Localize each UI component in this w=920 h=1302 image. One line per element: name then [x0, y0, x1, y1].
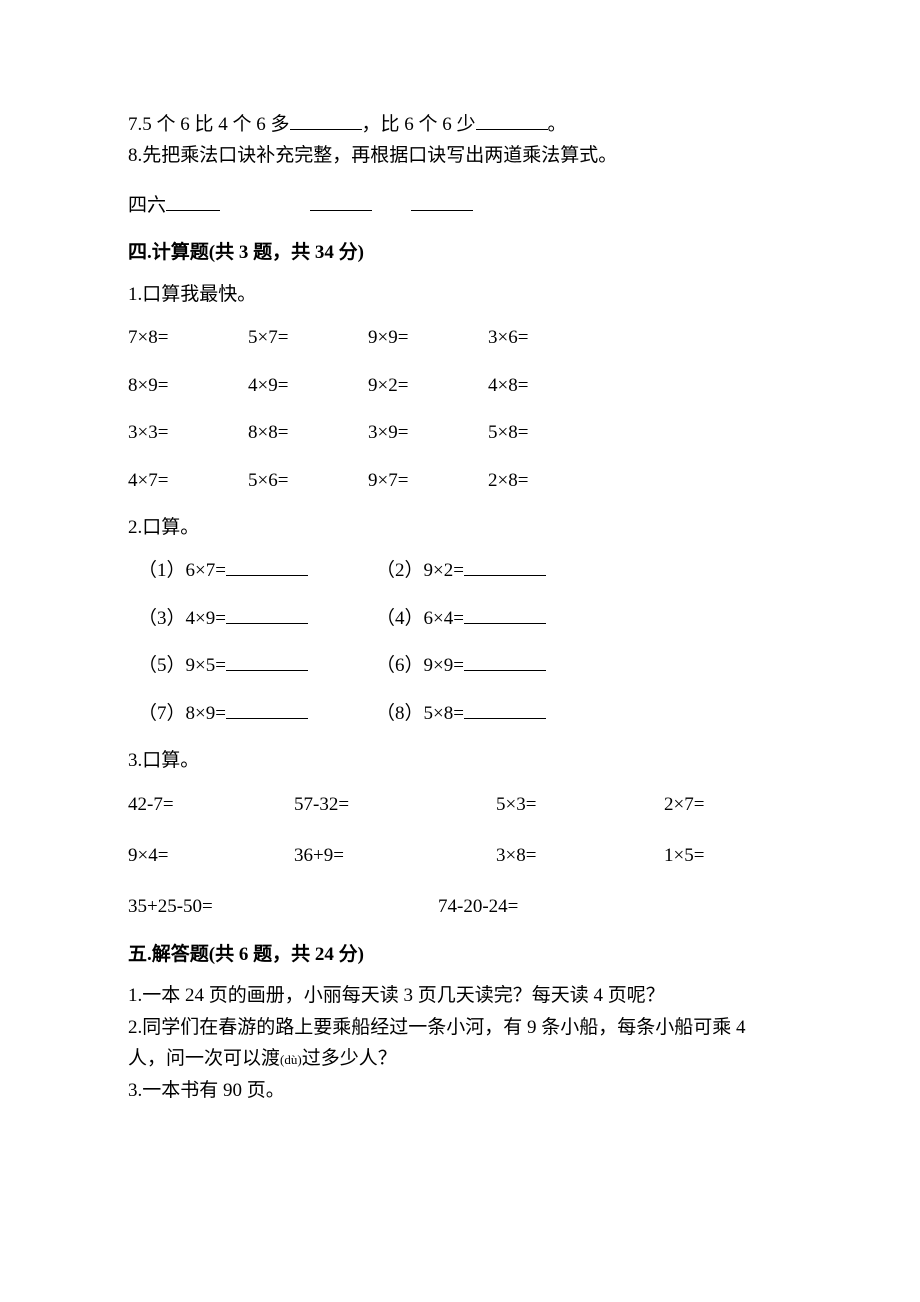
- calc2-blank-4[interactable]: [464, 605, 546, 624]
- section5-q1: 1.一本 24 页的画册，小丽每天读 3 页几天读完？每天读 4 页呢？: [128, 981, 792, 1010]
- calc1-r1c1: 7×8=: [128, 323, 248, 352]
- calc1-row-4: 4×7= 5×6= 9×7= 2×8=: [128, 466, 792, 495]
- section5-q3: 3.一本书有 90 页。: [128, 1076, 792, 1105]
- calc2-blank-3[interactable]: [226, 605, 308, 624]
- q7-text-b: ，比 6 个 6 少: [362, 114, 476, 135]
- calc1-row-2: 8×9= 4×9= 9×2= 4×8=: [128, 371, 792, 400]
- question-7: 7.5 个 6 比 4 个 6 多 ，比 6 个 6 少 。: [128, 110, 792, 139]
- calc3-r3a: 35+25-50=: [128, 892, 438, 921]
- calc2-r4-right: （8）5×8=: [368, 699, 546, 728]
- calc1-row-3: 3×3= 8×8= 3×9= 5×8=: [128, 418, 792, 447]
- section4-q1-title: 1.口算我最快。: [128, 280, 792, 309]
- section4-q2-title: 2.口算。: [128, 513, 792, 542]
- calc1-r3c2: 8×8=: [248, 418, 368, 447]
- calc3-r1c4: 2×7=: [664, 790, 704, 819]
- calc1-r1c4: 3×6=: [488, 323, 608, 352]
- section5-q2-line1: 2.同学们在春游的路上要乘船经过一条小河，有 9 条小船，每条小船可乘 4: [128, 1013, 792, 1042]
- q8-blank-1[interactable]: [166, 192, 220, 211]
- calc3-r1c1: 42-7=: [128, 790, 294, 819]
- calc2-r1-right: （2）9×2=: [368, 556, 546, 585]
- q8-blank-2[interactable]: [310, 192, 372, 211]
- q7-text-c: 。: [548, 114, 567, 135]
- q7-text-a: 7.5 个 6 比 4 个 6 多: [128, 114, 290, 135]
- calc1-r4c3: 9×7=: [368, 466, 488, 495]
- calc2-row-1: （1）6×7= （2）9×2=: [128, 556, 792, 585]
- calc1-r1c2: 5×7=: [248, 323, 368, 352]
- calc2-row-4: （7）8×9= （8）5×8=: [128, 699, 792, 728]
- calc1-r1c3: 9×9=: [368, 323, 488, 352]
- section-5-header: 五.解答题(共 6 题，共 24 分): [128, 940, 792, 969]
- section-5-title: 五.解答题(共 6 题，共 24 分): [128, 944, 364, 965]
- section5-q2-line2: 人，问一次可以渡(dù)过多少人？: [128, 1044, 792, 1073]
- calc3-r1c3: 5×3=: [496, 790, 664, 819]
- section-4-title: 四.计算题(共 3 题，共 34 分): [128, 242, 364, 263]
- calc2-blank-6[interactable]: [464, 652, 546, 671]
- calc2-blank-1[interactable]: [226, 557, 308, 576]
- calc2-r2-left: （3）4×9=: [128, 604, 368, 633]
- calc1-r2c2: 4×9=: [248, 371, 368, 400]
- q8-text: 8.先把乘法口诀补充完整，再根据口诀写出两道乘法算式。: [128, 145, 617, 166]
- calc2-blank-2[interactable]: [464, 557, 546, 576]
- q7-blank-2[interactable]: [476, 111, 548, 130]
- q8-answer-line: 四六: [128, 191, 792, 220]
- calc2-r3-left: （5）9×5=: [128, 651, 368, 680]
- calc1-r4c1: 4×7=: [128, 466, 248, 495]
- calc2-row-2: （3）4×9= （4）6×4=: [128, 604, 792, 633]
- calc3-row-3: 35+25-50= 74-20-24=: [128, 892, 792, 921]
- calc1-r3c3: 3×9=: [368, 418, 488, 447]
- calc1-r4c4: 2×8=: [488, 466, 608, 495]
- calc3-r1c2: 57-32=: [294, 790, 496, 819]
- pinyin-du: (dù): [280, 1052, 302, 1067]
- calc3-r3b: 74-20-24=: [438, 892, 518, 921]
- calc2-blank-8[interactable]: [464, 700, 546, 719]
- calc3-r2c4: 1×5=: [664, 841, 704, 870]
- q8-blank-3[interactable]: [411, 192, 473, 211]
- question-8: 8.先把乘法口诀补充完整，再根据口诀写出两道乘法算式。: [128, 141, 792, 170]
- calc1-r4c2: 5×6=: [248, 466, 368, 495]
- q8-prefix: 四六: [128, 195, 166, 216]
- calc1-row-1: 7×8= 5×7= 9×9= 3×6=: [128, 323, 792, 352]
- calc1-r3c4: 5×8=: [488, 418, 608, 447]
- calc1-r2c1: 8×9=: [128, 371, 248, 400]
- calc2-r4-left: （7）8×9=: [128, 699, 368, 728]
- calc2-blank-7[interactable]: [226, 700, 308, 719]
- calc1-r2c3: 9×2=: [368, 371, 488, 400]
- calc2-r2-right: （4）6×4=: [368, 604, 546, 633]
- calc3-row-1: 42-7= 57-32= 5×3= 2×7=: [128, 790, 792, 819]
- section-4-header: 四.计算题(共 3 题，共 34 分): [128, 238, 792, 267]
- section4-q3-title: 3.口算。: [128, 746, 792, 775]
- calc1-r3c1: 3×3=: [128, 418, 248, 447]
- calc2-r3-right: （6）9×9=: [368, 651, 546, 680]
- calc1-r2c4: 4×8=: [488, 371, 608, 400]
- calc2-blank-5[interactable]: [226, 652, 308, 671]
- calc3-row-2: 9×4= 36+9= 3×8= 1×5=: [128, 841, 792, 870]
- calc2-row-3: （5）9×5= （6）9×9=: [128, 651, 792, 680]
- calc3-r2c2: 36+9=: [294, 841, 496, 870]
- calc3-r2c3: 3×8=: [496, 841, 664, 870]
- calc3-r2c1: 9×4=: [128, 841, 294, 870]
- q7-blank-1[interactable]: [290, 111, 362, 130]
- calc2-r1-left: （1）6×7=: [128, 556, 368, 585]
